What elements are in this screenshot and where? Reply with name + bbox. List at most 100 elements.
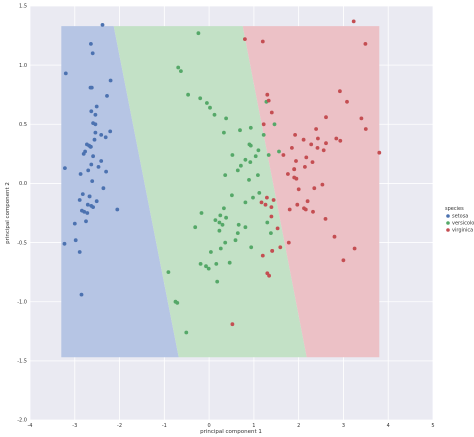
- point-virginica-35: [345, 99, 349, 104]
- point-versicolor-13: [251, 195, 255, 200]
- point-setosa-25: [94, 199, 99, 204]
- point-setosa-24: [101, 186, 106, 191]
- point-virginica-40: [310, 160, 315, 165]
- data-points: [62, 19, 382, 335]
- y-tick-label-0: 0.0: [19, 181, 27, 187]
- point-setosa-46: [93, 122, 98, 127]
- point-versicolor-12: [218, 246, 223, 251]
- point-versicolor-14: [199, 211, 204, 215]
- point-virginica-7: [338, 138, 343, 143]
- point-virginica-6: [230, 322, 235, 327]
- y-tick-label-1_5: 1.5: [19, 4, 27, 10]
- point-setosa-4: [85, 142, 89, 147]
- point-setosa-26: [96, 165, 101, 169]
- region-versicolor: [113, 26, 307, 358]
- legend-marker-setosa: [446, 214, 450, 218]
- point-virginica-42: [270, 249, 275, 253]
- point-virginica-26: [263, 202, 268, 207]
- point-setosa-35: [78, 172, 83, 176]
- point-versicolor-15: [248, 125, 253, 130]
- point-virginica-52: [266, 98, 271, 103]
- point-virginica-61: [352, 246, 357, 251]
- point-versicolor-55: [205, 101, 209, 105]
- x-tick-labels: -4 -3 -2 -1 0 1 2 3 4 5: [28, 423, 435, 429]
- point-versicolor-44: [223, 240, 228, 245]
- point-virginica-9: [338, 89, 342, 94]
- point-versicolor-23: [248, 160, 253, 165]
- point-versicolor-37: [243, 225, 248, 230]
- point-versicolor-28: [243, 200, 248, 205]
- point-setosa-5: [105, 94, 109, 98]
- point-versicolor-38: [218, 213, 223, 218]
- y-tick-label-0_5: 0.5: [19, 122, 27, 128]
- point-versicolor-42: [217, 228, 222, 233]
- point-versicolor-19: [209, 250, 213, 254]
- point-setosa-36: [89, 109, 94, 114]
- point-versicolor-16: [236, 222, 241, 227]
- y-axis-label: principal component 2: [5, 182, 11, 244]
- region-virginica: [242, 26, 380, 358]
- point-virginica-12: [304, 155, 309, 160]
- point-virginica-14: [278, 245, 283, 250]
- point-setosa-50: [63, 71, 68, 76]
- legend-label-versicolor: versicolor: [452, 221, 474, 227]
- point-versicolor-56: [208, 105, 212, 110]
- y-tick-label-m1: -1.0: [17, 299, 27, 305]
- legend-label-setosa: setosa: [452, 214, 468, 220]
- point-versicolor-48: [166, 270, 171, 274]
- point-versicolor-25: [247, 142, 252, 147]
- x-tick-label-2: 2: [297, 423, 300, 429]
- point-versicolor-21: [223, 173, 228, 178]
- point-virginica-62: [243, 37, 247, 41]
- point-virginica-24: [309, 142, 314, 147]
- point-versicolor-57: [222, 130, 226, 135]
- point-virginica-45: [294, 159, 298, 163]
- point-setosa-39: [91, 154, 95, 159]
- x-tick-label-5: 5: [431, 423, 434, 429]
- point-versicolor-20: [257, 191, 262, 195]
- point-virginica-39: [301, 137, 306, 142]
- legend-label-virginica: virginica: [452, 228, 473, 234]
- point-setosa-14: [89, 42, 93, 46]
- point-versicolor-34: [233, 238, 238, 243]
- y-tick-labels: -2.0 -1.5 -1.0 -0.5 0.0 0.5 1.0 1.5: [17, 4, 27, 424]
- point-virginica-57: [341, 258, 346, 263]
- point-versicolor-3: [215, 279, 220, 284]
- point-versicolor-59: [230, 153, 235, 157]
- point-versicolor-26: [266, 153, 271, 157]
- point-virginica-19: [265, 271, 270, 276]
- point-setosa-48: [93, 112, 98, 117]
- point-virginica-22: [363, 127, 368, 131]
- point-setosa-10: [94, 104, 99, 109]
- point-setosa-49: [86, 168, 91, 173]
- point-versicolor-49: [220, 222, 225, 227]
- point-setosa-42: [72, 221, 77, 226]
- point-versicolor-27: [277, 149, 281, 154]
- point-virginica-31: [351, 19, 356, 24]
- point-virginica-51: [265, 92, 270, 97]
- point-versicolor-2: [272, 122, 277, 127]
- legend-title: species: [445, 206, 464, 212]
- point-versicolor-11: [230, 193, 234, 198]
- point-virginica-38: [259, 200, 264, 205]
- point-setosa-45: [85, 211, 90, 215]
- point-virginica-18: [377, 150, 382, 155]
- point-versicolor-4: [256, 173, 260, 178]
- point-virginica-17: [363, 42, 368, 46]
- point-virginica-23: [269, 205, 274, 210]
- point-setosa-23: [104, 169, 108, 174]
- y-tick-label-m1_5: -1.5: [17, 359, 27, 365]
- point-virginica-29: [314, 127, 318, 131]
- point-versicolor-60: [238, 128, 242, 133]
- point-virginica-55: [332, 234, 337, 239]
- point-versicolor-61: [212, 112, 217, 117]
- x-tick-label-m1: -1: [162, 423, 167, 429]
- point-virginica-58: [290, 146, 294, 150]
- point-virginica-10: [281, 153, 286, 157]
- x-axis-label: principal component 1: [200, 429, 262, 435]
- point-setosa-21: [93, 130, 98, 135]
- point-setosa-43: [99, 159, 104, 163]
- point-virginica-34: [286, 240, 291, 245]
